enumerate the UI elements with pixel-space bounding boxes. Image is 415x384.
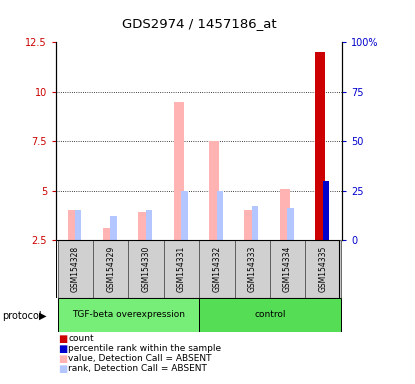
Bar (209, 141, 219, 240)
Text: ■: ■ (58, 364, 67, 374)
Text: ■: ■ (58, 344, 67, 354)
Text: GSM154335: GSM154335 (318, 246, 327, 292)
Text: GSM154334: GSM154334 (283, 246, 292, 292)
Bar (280, 189, 290, 240)
Text: ■: ■ (58, 354, 67, 364)
Bar (146, 210, 152, 240)
Text: count: count (68, 334, 94, 343)
Bar (110, 216, 117, 240)
Text: GSM154329: GSM154329 (106, 246, 115, 292)
Bar (315, 52, 325, 240)
Text: value, Detection Call = ABSENT: value, Detection Call = ABSENT (68, 354, 212, 363)
Bar (217, 190, 223, 240)
Bar (138, 212, 148, 240)
Text: control: control (254, 310, 286, 319)
Text: protocol: protocol (2, 311, 42, 321)
Bar (93, 240, 129, 298)
Bar (181, 190, 188, 240)
Bar (287, 209, 293, 240)
Bar (68, 210, 78, 240)
Text: ■: ■ (58, 334, 67, 344)
Bar (305, 240, 341, 298)
Text: GDS2974 / 1457186_at: GDS2974 / 1457186_at (122, 17, 276, 30)
Text: GSM154331: GSM154331 (177, 246, 186, 292)
Bar (164, 240, 199, 298)
Text: GSM154328: GSM154328 (71, 246, 80, 292)
Text: rank, Detection Call = ABSENT: rank, Detection Call = ABSENT (68, 364, 208, 373)
Text: ▶: ▶ (39, 311, 46, 321)
Bar (58, 298, 199, 332)
Bar (199, 240, 234, 298)
Text: GSM154332: GSM154332 (212, 246, 221, 292)
Text: GSM154333: GSM154333 (248, 246, 257, 292)
Bar (322, 181, 329, 240)
Bar (103, 228, 113, 240)
Bar (174, 101, 184, 240)
Bar (252, 206, 258, 240)
Bar (234, 240, 270, 298)
Bar (244, 210, 254, 240)
Text: TGF-beta overexpression: TGF-beta overexpression (72, 310, 185, 319)
Bar (199, 298, 341, 332)
Bar (58, 240, 93, 298)
Bar (270, 240, 305, 298)
Text: percentile rank within the sample: percentile rank within the sample (68, 344, 222, 353)
Bar (129, 240, 164, 298)
Text: GSM154330: GSM154330 (142, 246, 151, 292)
Bar (75, 210, 81, 240)
